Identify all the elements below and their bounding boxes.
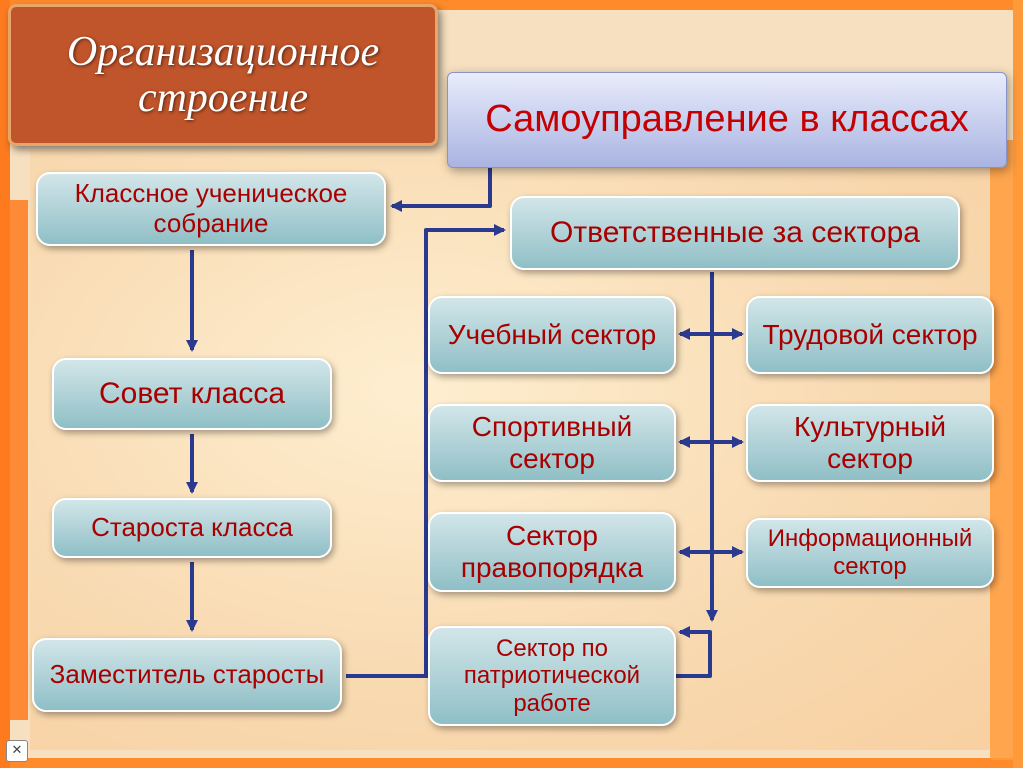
node-law: Сектор правопорядка bbox=[428, 512, 676, 592]
diagram-stage: Организационное строениеСамоуправление в… bbox=[0, 0, 1023, 768]
node-labor: Трудовой сектор bbox=[746, 296, 994, 374]
node-headman: Староста класса bbox=[52, 498, 332, 558]
node-info: Информационный сектор bbox=[746, 518, 994, 588]
node-assembly: Классное ученическое собрание bbox=[36, 172, 386, 246]
title-main: Организационное строение bbox=[8, 4, 438, 146]
node-sport: Спортивный сектор bbox=[428, 404, 676, 482]
corner-widget-icon: ✕ bbox=[6, 740, 28, 762]
node-edu: Учебный сектор bbox=[428, 296, 676, 374]
node-deputy: Заместитель старосты bbox=[32, 638, 342, 712]
node-responsible: Ответственные за сектора bbox=[510, 196, 960, 270]
bg-band bbox=[0, 758, 1023, 768]
title-sub: Самоуправление в классах bbox=[447, 72, 1007, 168]
node-culture: Культурный сектор bbox=[746, 404, 994, 482]
bg-band bbox=[0, 200, 28, 720]
node-council: Совет класса bbox=[52, 358, 332, 430]
node-patriot: Сектор по патриотической работе bbox=[428, 626, 676, 726]
bg-band bbox=[990, 140, 1023, 760]
